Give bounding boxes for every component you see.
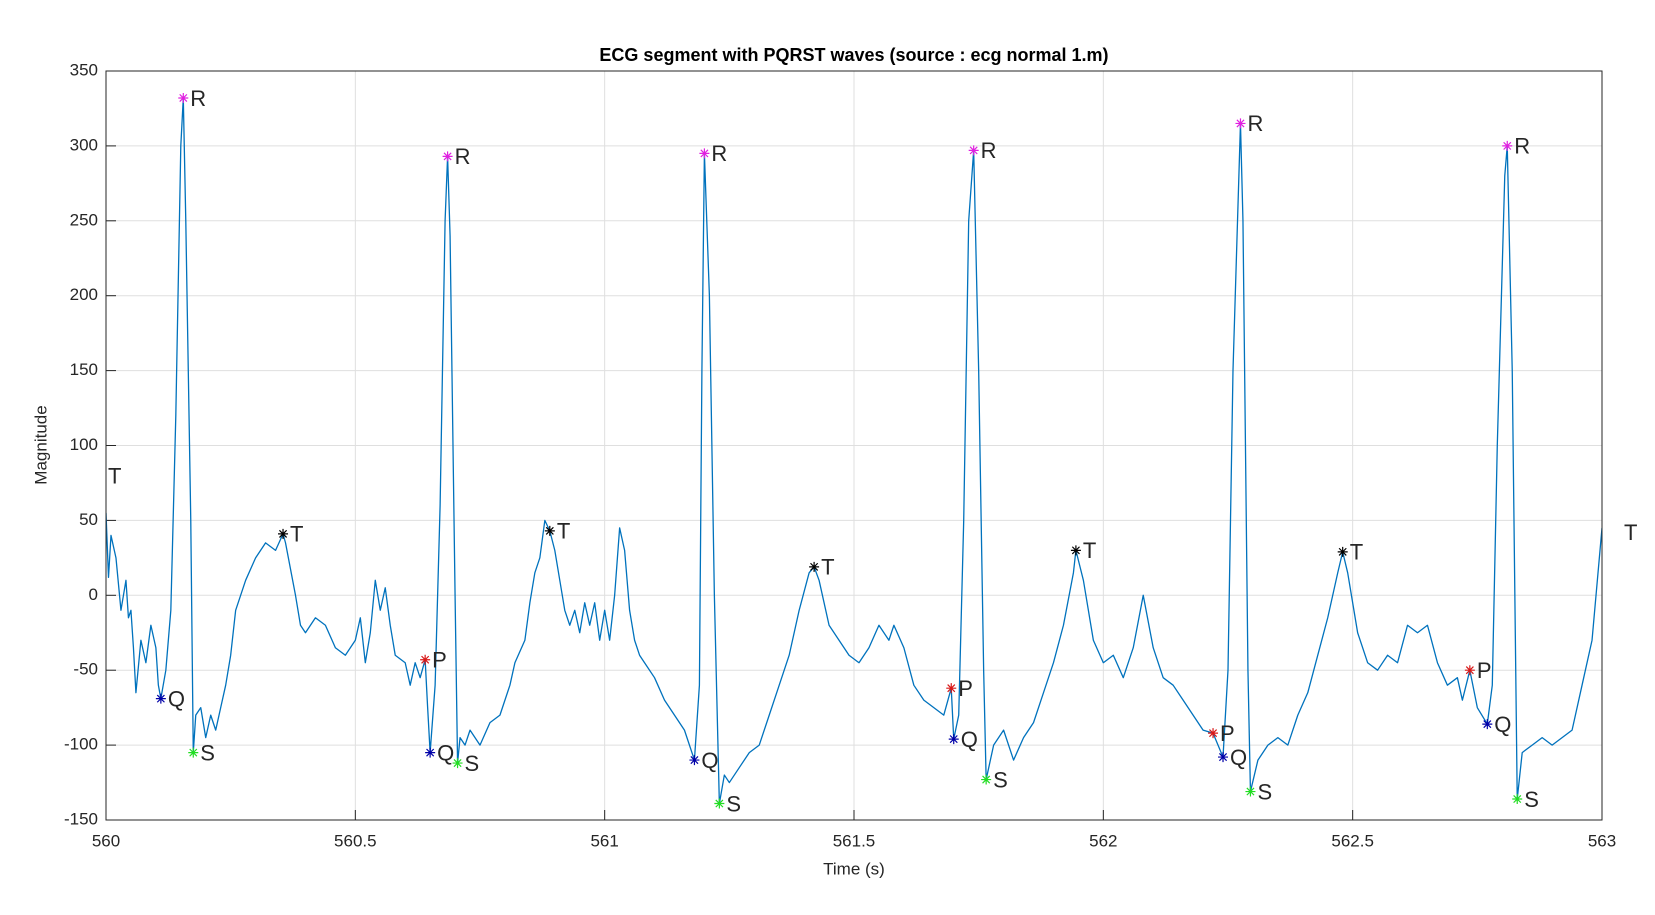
wave-label: S: [726, 791, 741, 816]
wave-marker: [1208, 728, 1219, 739]
wave-label: T: [557, 519, 570, 544]
y-tick-label: -150: [64, 809, 98, 828]
wave-marker: [809, 561, 820, 572]
wave-marker: [452, 758, 463, 769]
wave-marker: [1337, 546, 1348, 557]
wave-label: S: [465, 751, 480, 776]
wave-label: R: [711, 141, 727, 166]
wave-marker: [689, 755, 700, 766]
wave-label: Q: [961, 727, 978, 752]
y-axis-label: Magnitude: [31, 405, 50, 484]
ecg-line: [106, 97, 1602, 805]
x-tick-label: 562.5: [1331, 831, 1374, 850]
wave-marker: [1482, 719, 1493, 730]
wave-label: R: [190, 86, 206, 111]
axes-box: [105, 70, 1603, 821]
wave-label: T: [1624, 520, 1637, 545]
wave-marker: [278, 528, 289, 539]
wave-marker: [1218, 752, 1229, 763]
wave-marker: [1464, 665, 1475, 676]
x-tick-label: 560.5: [334, 831, 377, 850]
wave-label: P: [958, 676, 973, 701]
wave-label: T: [290, 522, 303, 547]
wave-label: T: [1083, 538, 1096, 563]
wave-marker: [1245, 786, 1256, 797]
y-tick-label: 300: [70, 135, 98, 154]
x-tick-label: 560: [92, 831, 120, 850]
wave-label: S: [993, 767, 1008, 792]
wave-marker: [442, 151, 453, 162]
y-tick-label: 100: [70, 435, 98, 454]
wave-marker: [1502, 140, 1513, 151]
y-tick-label: -100: [64, 735, 98, 754]
y-tick-label: 150: [70, 360, 98, 379]
wave-label: S: [1257, 779, 1272, 804]
wave-label: T: [821, 555, 834, 580]
chart-title: ECG segment with PQRST waves (source : e…: [599, 45, 1108, 65]
wave-label: P: [1220, 721, 1235, 746]
x-tick-label: 561.5: [833, 831, 876, 850]
wave-marker: [425, 747, 436, 758]
grid: 560 560.5 561 561.5 562 562.5 563 -150 -100 -50 0 5…: [64, 60, 1616, 850]
wave-label: Q: [1230, 745, 1247, 770]
wave-marker: [544, 525, 555, 536]
y-tick-label: -50: [73, 660, 98, 679]
wave-marker: [178, 92, 189, 103]
wave-marker: [699, 148, 710, 159]
wave-label: Q: [168, 686, 185, 711]
wave-marker: [1070, 545, 1081, 556]
wave-marker: [948, 734, 959, 745]
y-tick-label: 0: [89, 585, 98, 604]
wave-label: Q: [437, 740, 454, 765]
y-tick-label: 200: [70, 285, 98, 304]
wave-marker: [981, 774, 992, 785]
x-tick-label: 562: [1089, 831, 1117, 850]
wave-label: T: [108, 463, 121, 488]
data-layer: [106, 92, 1602, 809]
wave-label: R: [1247, 111, 1263, 136]
y-tick-label: 50: [79, 510, 98, 529]
x-tick-label: 563: [1588, 831, 1616, 850]
wave-marker: [420, 654, 431, 665]
wave-label: P: [432, 648, 447, 673]
wave-marker: [188, 747, 199, 758]
wave-label: R: [981, 138, 997, 163]
wave-label: Q: [701, 748, 718, 773]
wave-label: S: [200, 740, 215, 765]
wave-label: P: [1477, 658, 1492, 683]
y-tick-label: 350: [70, 60, 98, 79]
wave-label: T: [1350, 540, 1363, 565]
y-tick-label: 250: [70, 210, 98, 229]
wave-marker: [155, 693, 166, 704]
wave-marker: [1512, 794, 1523, 805]
wave-marker: [946, 683, 957, 694]
wave-label: S: [1524, 787, 1539, 812]
wave-marker: [1235, 118, 1246, 129]
x-tick-label: 561: [590, 831, 618, 850]
wave-marker: [714, 798, 725, 809]
wave-label: Q: [1494, 712, 1511, 737]
wave-marker: [968, 145, 979, 156]
wave-label: R: [455, 144, 471, 169]
wave-label: R: [1514, 134, 1530, 159]
x-axis-label: Time (s): [823, 859, 885, 878]
